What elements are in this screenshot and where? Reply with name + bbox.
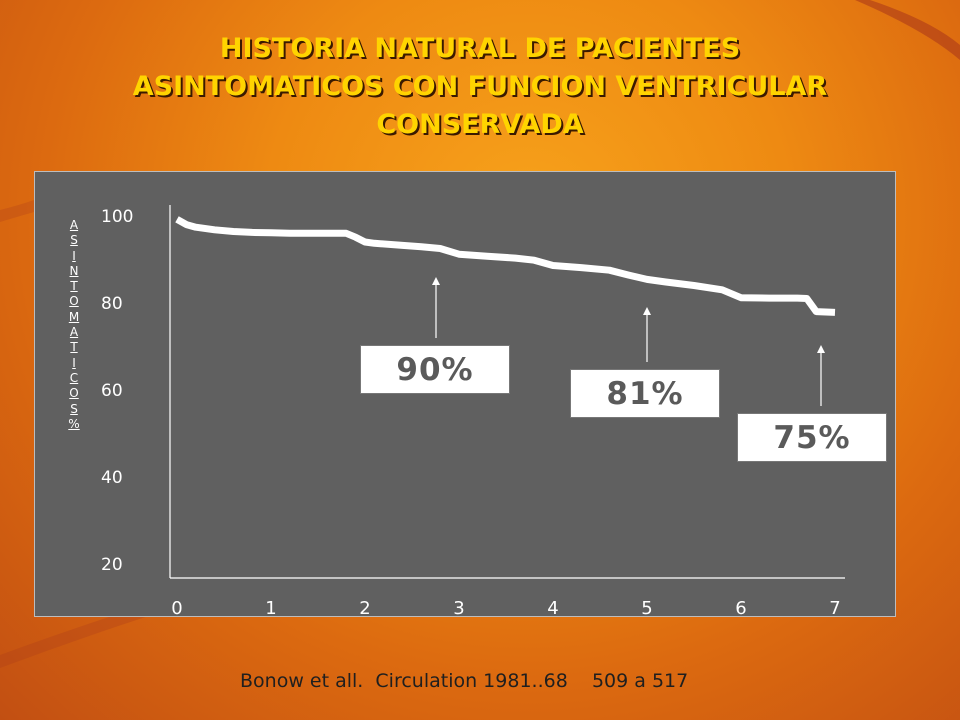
- y-axis-label-letter: I: [72, 248, 76, 263]
- x-tick-label: 7: [829, 598, 840, 619]
- y-axis-label-letter: S: [70, 233, 78, 248]
- y-axis-label-letter: T: [70, 340, 78, 355]
- callout-75: 75%: [737, 413, 887, 462]
- title-line: HISTORIA NATURAL DE PACIENTES: [219, 33, 741, 64]
- series-line: [175, 216, 836, 316]
- y-axis-label-letter: C: [69, 370, 79, 385]
- annotation-arrowhead: [432, 277, 440, 285]
- title-line: ASINTOMATICOS CON FUNCION VENTRICULAR: [132, 71, 828, 102]
- y-tick-label: 40: [101, 468, 123, 488]
- y-axis-label: A S I N T O M A T I C O S%: [64, 218, 84, 432]
- citation: Bonow et all. Circulation 1981..68 509 a…: [240, 670, 689, 692]
- callout-90: 90%: [360, 345, 510, 394]
- annotation-arrowhead: [643, 307, 651, 315]
- y-axis-label-letter: A: [69, 325, 79, 340]
- slide-title: HISTORIA NATURAL DE PACIENTES ASINTOMATI…: [40, 30, 920, 144]
- x-tick-label: 2: [359, 598, 370, 619]
- callout-81: 81%: [570, 369, 720, 418]
- title-line: CONSERVADA: [376, 109, 584, 140]
- y-axis-label-letter: N: [69, 263, 79, 278]
- y-tick-label: 20: [101, 555, 123, 575]
- chart-panel: [34, 171, 896, 617]
- y-tick-label: 60: [101, 381, 123, 401]
- x-tick-label: 5: [641, 598, 652, 619]
- x-tick-label: 0: [171, 598, 182, 619]
- y-axis-label-letter: I: [72, 355, 76, 370]
- x-tick-label: 4: [547, 598, 558, 619]
- y-axis-label-letter: M: [68, 309, 80, 324]
- y-axis-label-letter: O: [69, 386, 79, 401]
- annotation-arrowhead: [817, 345, 825, 353]
- y-axis-label-letter: %: [68, 416, 80, 431]
- x-tick-label: 6: [735, 598, 746, 619]
- x-tick-label: 3: [453, 598, 464, 619]
- y-tick-label: 100: [101, 207, 133, 227]
- y-axis-label-letter: T: [70, 279, 78, 294]
- x-tick-label: 1: [265, 598, 276, 619]
- y-tick-label: 80: [101, 294, 123, 314]
- y-axis-label-letter: S: [70, 401, 78, 416]
- y-axis-label-letter: A: [69, 218, 79, 232]
- y-axis-label-letter: O: [69, 294, 79, 309]
